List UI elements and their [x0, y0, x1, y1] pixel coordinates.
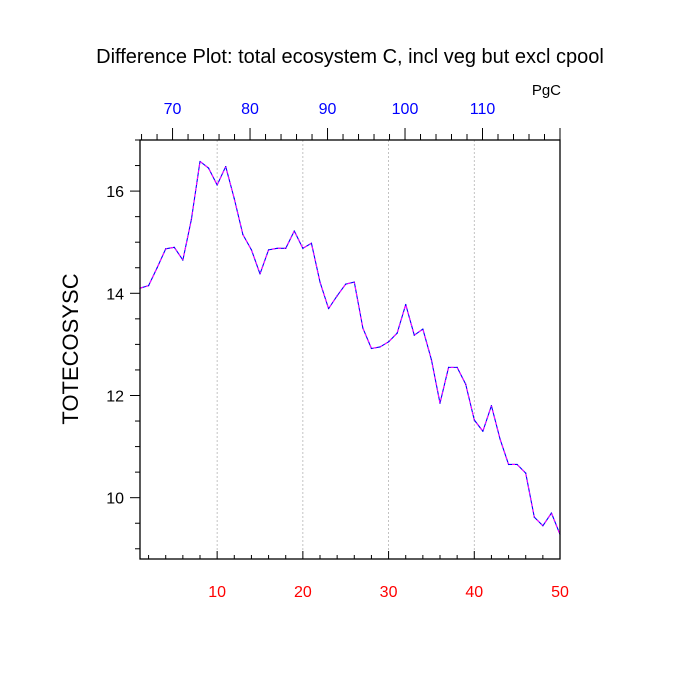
top-tick-label: 110 [470, 101, 496, 118]
data-point [182, 259, 184, 261]
x-tick-label: 40 [465, 584, 483, 601]
data-point [225, 165, 227, 168]
y-tick-label: 12 [106, 388, 124, 405]
data-point [482, 430, 484, 432]
data-point [267, 249, 270, 251]
data-point [533, 516, 535, 518]
data-point [156, 267, 158, 269]
data-point [490, 405, 493, 407]
data-point [327, 308, 330, 310]
data-point [550, 512, 553, 514]
data-point [302, 247, 304, 249]
y-axis-label: TOTECOSYSC [58, 273, 83, 424]
data-point [353, 281, 355, 283]
data-point [542, 525, 544, 527]
data-point [276, 247, 278, 249]
y-tick-label: 16 [106, 184, 124, 201]
data-point [259, 273, 261, 275]
data-point [319, 281, 321, 283]
chart-title: Difference Plot: total ecosystem C, incl… [96, 46, 604, 68]
x-tick-label: 50 [551, 584, 569, 601]
data-point [465, 383, 467, 385]
data-point [233, 198, 235, 200]
data-point [473, 419, 475, 421]
data-point [430, 359, 433, 361]
data-point [447, 366, 450, 368]
data-point [499, 438, 501, 440]
data-point [216, 184, 218, 186]
data-point [250, 249, 253, 251]
data-point [525, 472, 527, 474]
y-tick-label: 10 [106, 491, 124, 508]
data-point [147, 285, 150, 287]
data-point [293, 230, 295, 232]
tick-labels: 10 20 30 40 50 70 80 90 100 110 10 12 14 16 [106, 101, 569, 601]
top-tick-label: 100 [392, 101, 419, 118]
data-point [242, 233, 244, 236]
grid-lines [216, 140, 475, 559]
data-point [285, 247, 287, 249]
data-point [387, 341, 390, 343]
data-point [379, 346, 381, 348]
data-point [370, 347, 373, 350]
top-tick-label: 70 [164, 101, 182, 118]
data-point [422, 328, 424, 330]
x-tick-label: 30 [380, 584, 398, 601]
data-point [413, 334, 415, 336]
data-point [207, 167, 210, 169]
top-tick-label: 80 [241, 101, 259, 118]
data-point [507, 463, 510, 466]
plot-frame [139, 139, 561, 560]
top-tick-label: 90 [319, 101, 337, 118]
data-point [456, 366, 458, 368]
data-point [199, 160, 201, 163]
data-point [362, 327, 364, 329]
y-tick-label: 14 [106, 286, 124, 303]
x-tick-label: 10 [208, 584, 226, 601]
data-point [396, 332, 398, 334]
data-point [516, 463, 518, 466]
data-point [405, 303, 407, 306]
axis-ticks [130, 128, 561, 559]
data-point [336, 295, 338, 297]
series-line-dashed [139, 160, 561, 535]
units-label: PgC [532, 82, 561, 99]
data-point [165, 248, 167, 250]
series-layer [139, 160, 561, 536]
series-line [139, 160, 561, 535]
x-tick-label: 20 [294, 584, 312, 601]
data-point [310, 242, 313, 244]
data-point [345, 283, 347, 285]
data-point [173, 246, 175, 248]
data-point [439, 402, 441, 404]
data-point [190, 218, 193, 220]
